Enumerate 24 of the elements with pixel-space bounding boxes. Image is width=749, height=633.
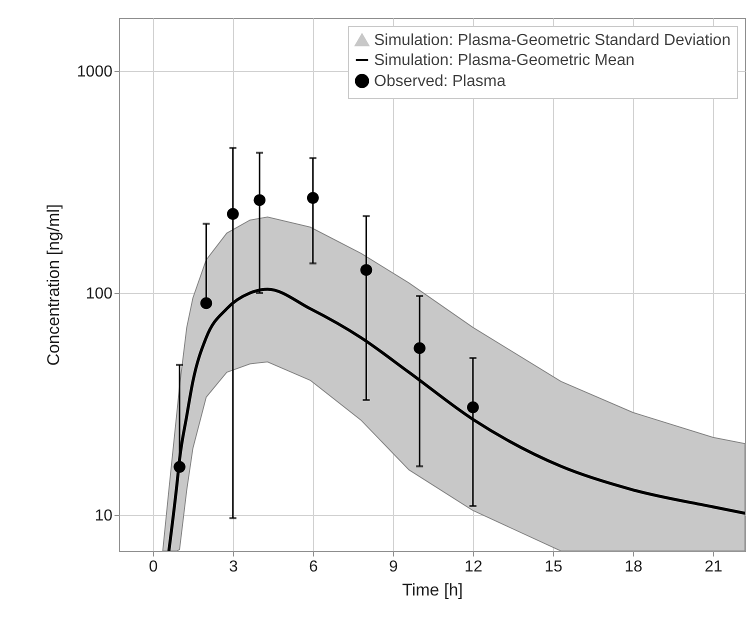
y-tick-label: 10 [94, 508, 113, 525]
x-tick-label: 12 [464, 558, 482, 576]
point [174, 460, 186, 473]
x-tick-label: 9 [388, 558, 398, 576]
point [467, 401, 479, 414]
y-tick-label: 1000 [76, 63, 113, 80]
legend-label: Observed: Plasma [374, 73, 506, 90]
x-tick-label: 15 [544, 558, 562, 576]
y-tick-label: 100 [86, 286, 113, 303]
point [360, 264, 372, 276]
legend-label: Simulation: Plasma-Geometric Mean [374, 52, 635, 69]
x-tick-label: 21 [704, 558, 722, 576]
point [226, 208, 239, 220]
point [200, 297, 212, 310]
legend-label: Simulation: Plasma-Geometric Standard Deviation [374, 32, 731, 49]
point [306, 192, 319, 204]
point [254, 194, 266, 206]
y-axis-title: Concentration [ng/ml] [44, 204, 63, 366]
point [414, 342, 426, 354]
x-tick-label: 0 [148, 558, 158, 576]
x-tick-label: 6 [308, 558, 318, 576]
x-tick-label: 18 [624, 558, 642, 576]
x-tick-label: 3 [228, 558, 238, 576]
x-axis-title: Time [h] [402, 580, 463, 600]
